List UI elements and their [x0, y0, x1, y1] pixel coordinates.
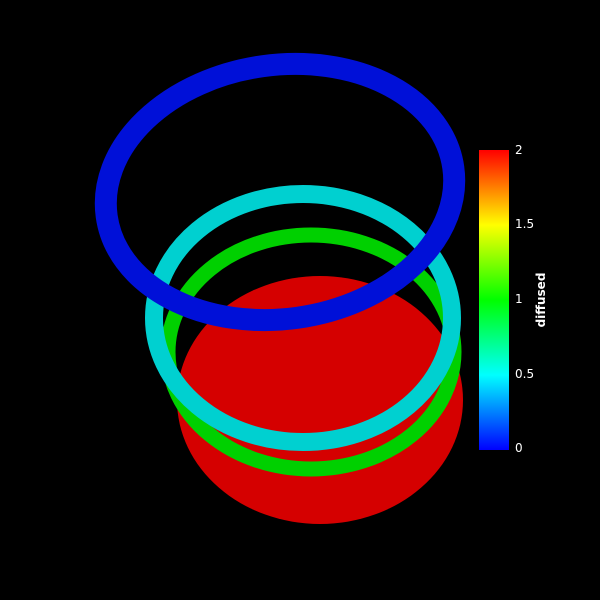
colorbar-tick-label: 0.5	[515, 367, 534, 381]
color-legend: 2 1.5 1 0.5 0 diffused	[479, 143, 548, 455]
colorbar-tick-label: 0	[515, 441, 523, 455]
colorbar-tick-label: 1.5	[515, 217, 534, 231]
colorbar-tick-label: 2	[515, 143, 523, 157]
colorbar-title: diffused	[534, 273, 548, 328]
colorbar-tick-label: 1	[515, 292, 523, 306]
colorbar	[479, 150, 509, 450]
blue-ring	[94, 52, 466, 332]
cyan-ring	[145, 185, 461, 451]
